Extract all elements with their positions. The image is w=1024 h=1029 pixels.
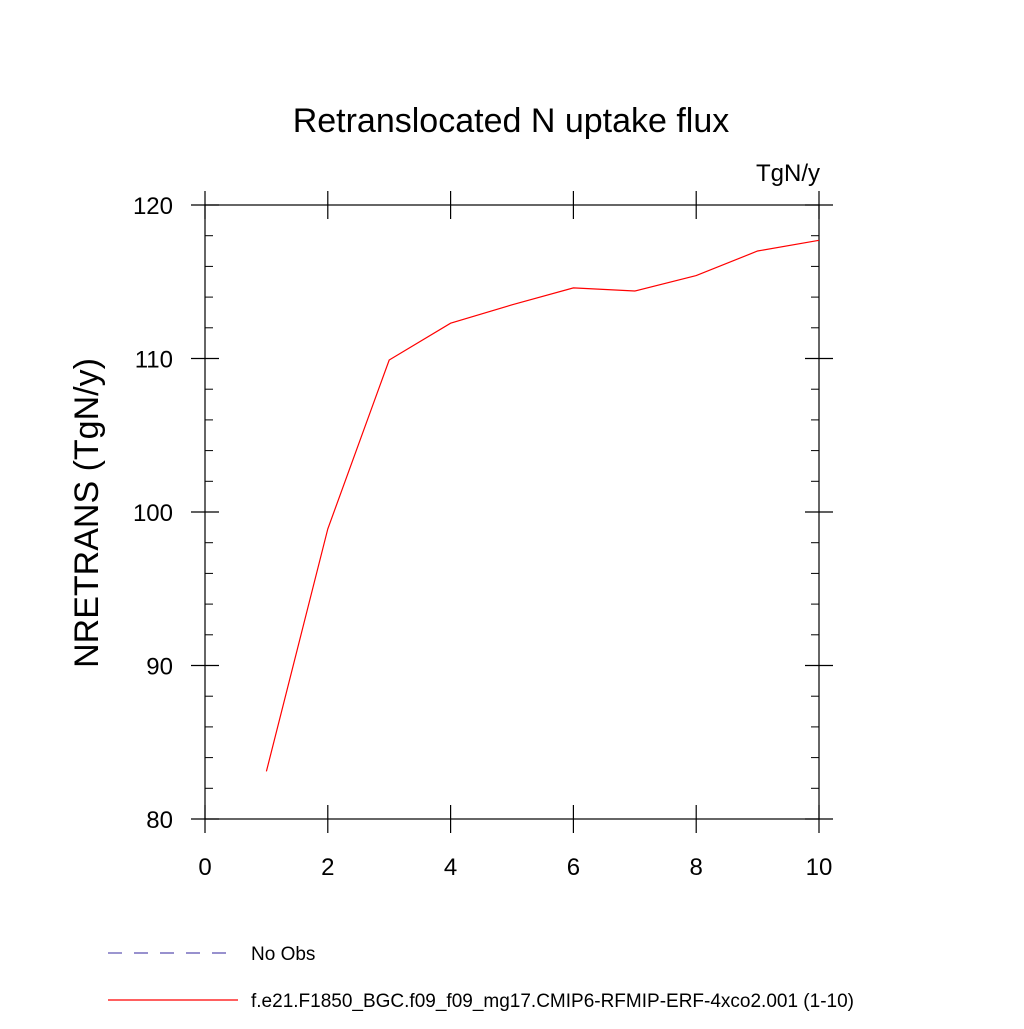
ticks-layer: 0 2 4 6 8 10 80 90 100 110 120 — [133, 191, 833, 881]
x-tick-label: 8 — [690, 854, 703, 881]
x-tick-label: 2 — [321, 854, 334, 881]
data-point — [266, 771, 268, 773]
series-line-0 — [265, 239, 820, 772]
y-axis-label: NRETRANS (TgN/y) — [68, 358, 106, 668]
legend-label-0: No Obs — [251, 944, 315, 965]
plot-frame — [204, 204, 820, 820]
data-point — [450, 322, 452, 324]
x-tick-label: 10 — [806, 854, 833, 881]
y-tick-label: 120 — [133, 193, 173, 220]
x-tick-label: 6 — [567, 854, 580, 881]
x-tick-label: 0 — [198, 854, 211, 881]
series-layer — [265, 239, 820, 773]
units-label: TgN/y — [756, 160, 820, 187]
data-point — [818, 240, 820, 242]
data-point — [757, 250, 759, 252]
data-point — [327, 528, 329, 530]
data-point — [388, 359, 390, 361]
x-tick-label: 4 — [444, 854, 457, 881]
data-point — [695, 275, 697, 277]
y-tick-label: 110 — [135, 347, 173, 374]
data-point — [634, 290, 636, 292]
y-tick-label: 80 — [146, 807, 173, 834]
y-tick-label: 100 — [133, 500, 173, 527]
data-point — [573, 287, 575, 289]
legend-label-1: f.e21.F1850_BGC.f09_f09_mg17.CMIP6-RFMIP… — [251, 991, 854, 1012]
legend: No Obs f.e21.F1850_BGC.f09_f09_mg17.CMIP6… — [108, 944, 854, 1012]
data-point — [511, 304, 513, 306]
chart-title: Retranslocated N uptake flux — [293, 102, 730, 140]
y-tick-label: 90 — [146, 654, 173, 681]
